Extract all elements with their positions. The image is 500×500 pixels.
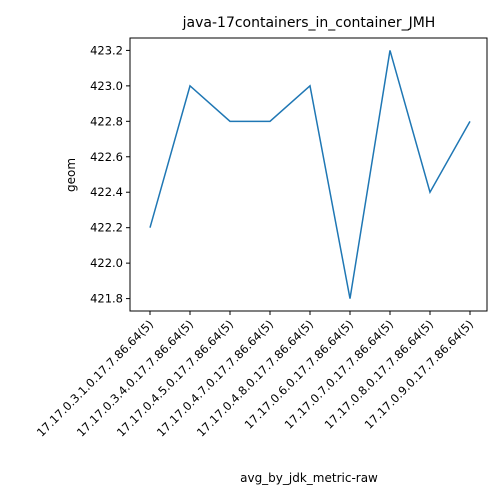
y-tick-label: 422.6 <box>90 150 123 164</box>
y-axis: 421.8 422.0 422.2 422.4 422.6 422.8 423.0 423.2 <box>90 43 130 306</box>
y-tick-label: 422.4 <box>90 185 123 199</box>
y-tick-label: 422.8 <box>90 114 123 128</box>
y-tick-label: 423.2 <box>90 43 123 57</box>
chart-title: java-17containers_in_container_JMH <box>182 15 436 31</box>
x-axis-label: avg_by_jdk_metric-raw <box>240 471 378 485</box>
y-tick-label: 423.0 <box>90 79 123 93</box>
x-axis: 17.17.0.3.1.0.17.7.86.64(5)17.17.0.3.4.0… <box>34 311 476 440</box>
y-tick-label: 422.2 <box>90 221 123 235</box>
series-line <box>149 50 471 299</box>
y-tick-label: 421.8 <box>90 292 123 306</box>
y-axis-label: geom <box>64 158 78 192</box>
y-tick-label: 422.0 <box>90 256 123 270</box>
plot-frame <box>129 37 488 312</box>
